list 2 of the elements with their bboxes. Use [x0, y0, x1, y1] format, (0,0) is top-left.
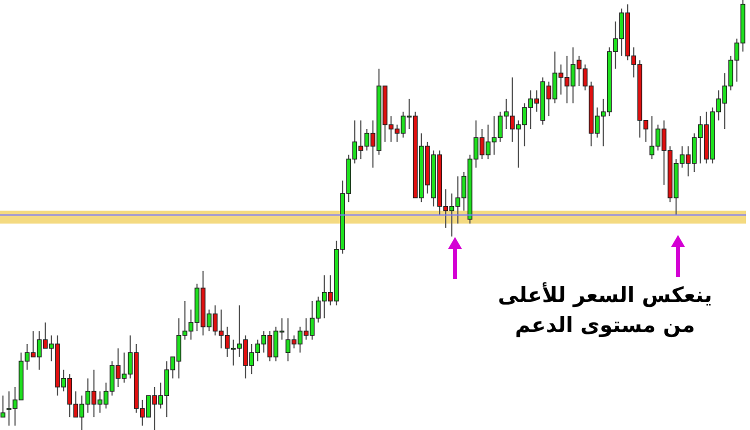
candlestick — [0, 395, 6, 418]
annotation: ينعكس السعر للأعلى من مستوى الدعم — [496, 281, 714, 340]
